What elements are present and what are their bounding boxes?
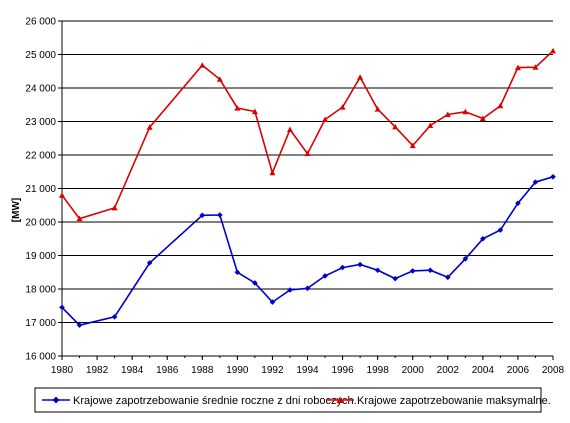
series-2-point [374,106,381,112]
y-tick-label: 17 000 [25,318,56,329]
x-tick-label: 2008 [542,365,565,376]
y-tick-label: 23 000 [25,117,56,128]
series-1-point [462,256,469,262]
legend: Krajowe zapotrzebowanie średnie roczne z… [34,387,551,413]
x-tick-label: 1982 [86,365,109,376]
y-tick-label: 21 000 [25,184,56,195]
series-2-point [322,116,329,122]
series-1-point [269,299,276,305]
series-1-point [287,287,293,293]
y-tick-label: 16 000 [25,352,56,363]
x-tick-label: 1984 [121,365,144,376]
series-1-point [427,267,434,274]
x-tick-label: 1994 [296,365,319,376]
series-1-point [146,260,153,266]
x-tick-label: 1996 [331,365,354,376]
series-2-point [514,64,521,71]
series-2-point [216,76,223,82]
series-2-point [462,108,469,115]
series-1-point [322,273,328,279]
x-tick-label: 1980 [51,365,74,376]
series-1-point [374,267,381,274]
series-1-point [111,314,118,320]
series-2-point [479,115,486,121]
series-2-line [61,50,554,220]
y-tick-label: 20 000 [25,218,56,229]
x-tick-label: 2004 [472,365,495,376]
series-1-point [59,304,65,311]
series-1-point [392,275,398,282]
legend-marker-series-1 [52,396,60,404]
series-2-point [532,64,539,70]
series-2-point [199,62,206,68]
y-tick-label: 26 000 [25,17,56,28]
y-tick-label: 24 000 [25,84,56,95]
series-2-point [234,105,241,111]
series-2-point [286,126,293,133]
series-2-point [409,142,416,149]
series-2-point [339,104,346,110]
series-1-point [217,212,223,218]
grid-lines [62,20,553,323]
series-1-point [357,261,363,268]
series-2-point [427,122,434,129]
series-2-point [146,124,153,130]
y-tick-label: 18 000 [25,285,56,296]
series-2-point [357,74,364,80]
x-tick-label: 2000 [402,365,425,376]
series-1-line [61,176,554,327]
series-2-point [59,192,65,198]
x-tick-label: 1988 [191,365,214,376]
axes [58,20,554,360]
x-tick-label: 1986 [156,365,179,376]
series-1-point [252,280,258,286]
series-group [59,47,556,328]
legend-box [34,387,542,413]
x-tick-label: 1992 [261,365,284,376]
series-1-point [234,269,241,276]
x-tick-label: 2006 [507,365,530,376]
x-tick-label: 2002 [437,365,460,376]
series-1-point [532,179,539,185]
series-1-point [515,200,521,207]
y-tick-label: 19 000 [25,251,56,262]
y-tick-label: 25 000 [25,50,56,61]
legend-label-series-2: Krajowe zapotrzebowanie maksymalne. [357,395,551,407]
series-2-point [76,215,83,222]
series-2-point [444,111,451,117]
series-2-point [550,47,556,54]
series-1-point [480,235,486,242]
series-2-point [304,150,311,157]
series-1-point [339,264,346,271]
series-1-point [304,285,311,292]
series-1-point [199,212,206,219]
series-2-point [497,102,504,109]
y-tick-labels: 16 000 17 000 18 000 19 000 20 000 21 000 22 0… [25,17,56,363]
series-2-point [392,123,399,130]
series-2-point [251,108,258,114]
y-tick-label: 22 000 [25,151,56,162]
series-1-point [409,268,416,274]
series-1-point [76,322,83,328]
legend-label-series-1: Krajowe zapotrzebowanie średnie roczne z… [73,395,357,407]
y-axis-label: [MW] [11,198,22,222]
series-1-point [444,274,451,281]
legend-marker-series-2 [336,396,344,403]
series-1-point [550,173,556,180]
x-tick-label: 1998 [367,365,390,376]
series-2-point [269,169,276,176]
series-1-point [497,227,504,233]
x-tick-label: 1990 [226,365,249,376]
series-2-point [111,204,118,211]
x-tick-labels: 1980 1982 1984 1986 1988 1990 1992 1994 1996 1998… [51,365,565,376]
